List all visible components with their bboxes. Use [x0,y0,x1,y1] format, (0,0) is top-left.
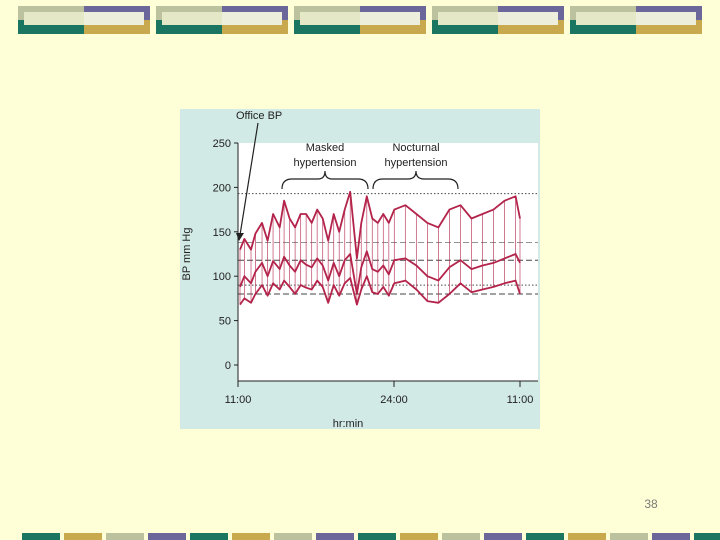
y-tick-label: 150 [213,227,231,239]
decoration-inset [24,12,144,25]
top-decoration-block [294,6,426,34]
bp-chart: 0 50 100 150 200 250 BP mm Hg 11:00 24:00 11:00 hr… [181,110,538,429]
top-decoration-block [570,6,702,34]
y-tick-label: 50 [219,316,231,328]
top-decoration-block [432,6,564,34]
top-decoration-block [156,6,288,34]
bottom-decoration-bar [0,533,720,540]
mean-line [239,250,521,295]
decoration-inset [438,12,558,25]
bottom-decoration-segment [232,533,270,540]
bottom-decoration-segment [610,533,648,540]
top-decoration-block [18,6,150,34]
nocturnal-brace [372,170,459,190]
bottom-decoration-segment [652,533,690,540]
systolic-line [239,190,521,260]
bottom-decoration-segment [358,533,396,540]
y-tick-label: 250 [213,138,231,150]
y-axis-label: BP mm Hg [181,228,193,281]
masked-label: Masked [306,142,345,154]
x-tick-label: 11:00 [225,394,252,406]
bp-chart-figure: 0 50 100 150 200 250 BP mm Hg 11:00 24:00 11:00 hr… [180,109,540,429]
top-decoration-bar [0,6,720,34]
bottom-decoration-segment [274,533,312,540]
office-bp-arrow [239,122,259,236]
nocturnal-label: Nocturnal [392,142,439,154]
bottom-decoration-segment [694,533,720,540]
diastolic-line [239,275,521,306]
bottom-decoration-segment [64,533,102,540]
bottom-decoration-segment [400,533,438,540]
decoration-inset [300,12,420,25]
bottom-decoration-segment [22,533,60,540]
nocturnal-label-2: hypertension [385,157,448,169]
masked-label-2: hypertension [294,157,357,169]
decoration-inset [162,12,282,25]
bottom-decoration-segment [484,533,522,540]
x-tick-label: 24:00 [380,394,408,406]
bottom-decoration-segment [568,533,606,540]
bottom-decoration-segment [148,533,186,540]
masked-brace [281,170,369,190]
y-tick-label: 0 [225,360,231,372]
bottom-decoration-segment [106,533,144,540]
y-tick-label: 200 [213,182,231,194]
office-bp-arrowhead [236,233,244,241]
bottom-decoration-segment [316,533,354,540]
x-tick-label: 11:00 [507,394,534,406]
y-tick-label: 100 [213,271,231,283]
office-bp-label: Office BP [236,110,282,122]
x-axis-label: hr:min [333,418,364,429]
bottom-decoration-segment [442,533,480,540]
page-number: 38 [644,497,658,511]
bottom-decoration-segment [526,533,564,540]
decoration-inset [576,12,696,25]
bottom-decoration-segment [190,533,228,540]
